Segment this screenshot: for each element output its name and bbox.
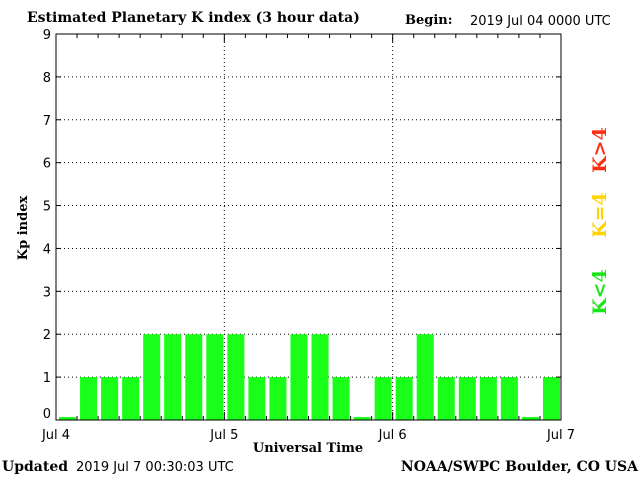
- source-credit: NOAA/SWPC Boulder, CO USA: [400, 459, 638, 475]
- legend-k-equal-4-label: K=4: [589, 192, 611, 238]
- legend-k-equal-4: K=4: [588, 185, 612, 245]
- updated-value: 2019 Jul 7 00:30:03 UTC: [76, 460, 234, 475]
- kp-bar: [500, 377, 518, 420]
- kp-bar: [458, 377, 476, 420]
- y-tick-label: 5: [43, 200, 51, 215]
- kp-bar: [521, 417, 539, 420]
- kp-bar: [227, 334, 245, 420]
- chart-title: Estimated Planetary K index (3 hour data…: [27, 10, 360, 26]
- legend-k-less-4-label: K<4: [589, 269, 611, 315]
- ticks-layer: [55, 33, 562, 421]
- kp-bar: [542, 377, 560, 420]
- kp-bar: [143, 334, 161, 420]
- begin-label: Begin:: [405, 13, 453, 28]
- begin-value: 2019 Jul 04 0000 UTC: [470, 14, 611, 29]
- kp-bar: [185, 334, 203, 420]
- kp-bar: [290, 334, 308, 420]
- y-tick-label: 0: [43, 407, 51, 422]
- y-axis-label: Kp index: [16, 196, 31, 261]
- bars-layer: [59, 334, 560, 420]
- kp-bar: [437, 377, 455, 420]
- kp-bar: [479, 377, 497, 420]
- y-tick-label: 2: [43, 328, 51, 343]
- kp-bar: [122, 377, 140, 420]
- kp-bar: [374, 377, 392, 420]
- grid-layer: [56, 34, 561, 420]
- kp-bar: [353, 417, 371, 420]
- kp-bar: [311, 334, 329, 420]
- legend-k-greater-4: K>4: [588, 120, 612, 180]
- legend-k-greater-4-label: K>4: [589, 127, 611, 173]
- y-tick-label: 4: [43, 242, 51, 257]
- y-tick-label: 7: [43, 114, 51, 129]
- x-tick-label: Jul 5: [209, 428, 238, 443]
- y-tick-label: 9: [43, 28, 51, 43]
- y-tick-label: 8: [43, 71, 51, 86]
- plot-frame: [55, 33, 562, 421]
- updated-label: Updated: [2, 459, 69, 475]
- x-axis-label: Universal Time: [253, 441, 363, 456]
- kp-bar: [269, 377, 287, 420]
- kp-bar: [59, 417, 77, 420]
- y-tick-label: 3: [43, 285, 51, 300]
- legend-k-less-4: K<4: [588, 262, 612, 322]
- y-tick-label: 6: [43, 157, 51, 172]
- kp-bar: [164, 334, 182, 420]
- labels-layer: 0 1 2 3 4 5 6 7 8 9 Jul 4 Jul 5 Jul 6 Jul 7: [41, 28, 575, 443]
- kp-bar: [101, 377, 119, 420]
- x-tick-label: Jul 7: [546, 428, 575, 443]
- kp-bar: [395, 377, 413, 420]
- kp-bar: [416, 334, 434, 420]
- x-tick-label: Jul 4: [41, 428, 70, 443]
- kp-bar: [206, 334, 224, 420]
- kp-bar: [248, 377, 266, 420]
- y-tick-label: 1: [43, 371, 51, 386]
- kp-bar: [80, 377, 98, 420]
- x-tick-label: Jul 6: [378, 428, 407, 443]
- kp-bar: [332, 377, 350, 420]
